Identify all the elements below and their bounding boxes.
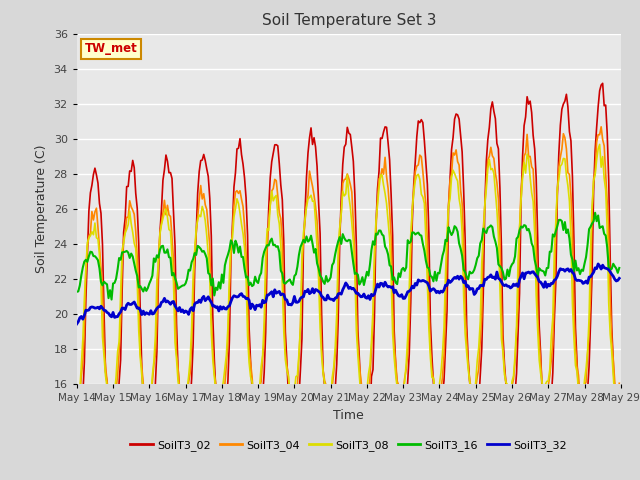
Legend: SoilT3_02, SoilT3_04, SoilT3_08, SoilT3_16, SoilT3_32: SoilT3_02, SoilT3_04, SoilT3_08, SoilT3_… <box>126 436 572 456</box>
Y-axis label: Soil Temperature (C): Soil Temperature (C) <box>35 144 48 273</box>
Text: TW_met: TW_met <box>85 42 138 55</box>
X-axis label: Time: Time <box>333 408 364 421</box>
Title: Soil Temperature Set 3: Soil Temperature Set 3 <box>262 13 436 28</box>
